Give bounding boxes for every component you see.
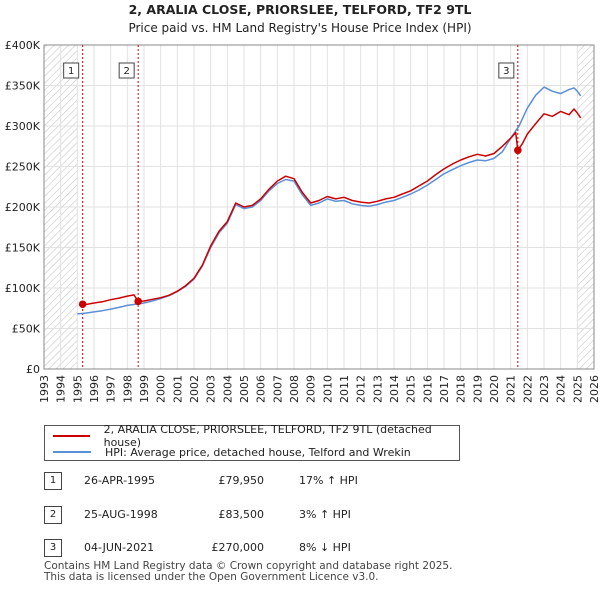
sale-number-badge: 2: [44, 506, 62, 524]
x-tick-label: 2015: [405, 375, 418, 403]
x-tick-label: 2019: [471, 375, 484, 403]
x-tick-label: 2026: [588, 375, 600, 403]
sale-price: £270,000: [211, 541, 265, 554]
x-tick-label: 1995: [71, 375, 84, 403]
x-tick-label: 2003: [205, 375, 218, 403]
legend-label-hpi: HPI: Average price, detached house, Telf…: [105, 445, 411, 459]
x-tick-label: 2006: [255, 375, 268, 403]
sale-row: 3 04-JUN-2021 £270,000 8% ↓ HPI: [44, 539, 444, 559]
x-tick-label: 2002: [188, 375, 201, 403]
x-tick-label: 2001: [171, 375, 184, 403]
y-tick-label: £150K: [5, 242, 41, 255]
plot-area: 1993 1994 1995 1996 1997 1998 1999 2000 2001 2002…: [5, 39, 600, 403]
chart-title: 2, ARALIA CLOSE, PRIORSLEE, TELFORD, TF2…: [129, 2, 472, 17]
x-tick-label: 2020: [488, 375, 501, 403]
sale-hpi-diff: 3% ↑ HPI: [299, 508, 351, 521]
sale-label-box: [498, 62, 515, 79]
sale-date: 26-APR-1995: [84, 474, 156, 487]
y-tick-label: £350K: [5, 80, 41, 93]
sale-label-box: [118, 62, 135, 79]
price-chart: 2, ARALIA CLOSE, PRIORSLEE, TELFORD, TF2…: [5, 2, 600, 403]
chart-subtitle: Price paid vs. HM Land Registry's House …: [128, 21, 471, 35]
x-tick-label: 2014: [388, 375, 401, 403]
sale-row: 2 25-AUG-1998 £83,500 3% ↑ HPI: [44, 506, 444, 526]
legend: 2, ARALIA CLOSE, PRIORSLEE, TELFORD, TF2…: [44, 423, 460, 461]
legend-swatch-blue: [53, 451, 91, 453]
x-tick-label: 2016: [421, 375, 434, 403]
y-tick-label: £200K: [5, 201, 41, 214]
sale-date: 25-AUG-1998: [84, 508, 158, 521]
x-tick-label: 2025: [571, 375, 584, 403]
x-tick-label: 2021: [505, 375, 518, 403]
footer: Contains HM Land Registry data © Crown c…: [44, 561, 452, 583]
y-tick-label: £250K: [5, 161, 41, 174]
y-tick-label: £300K: [5, 120, 41, 133]
x-tick-label: 2012: [355, 375, 368, 403]
y-tick-label: £400K: [5, 39, 41, 52]
sale-label: 2: [123, 66, 129, 77]
x-tick-label: 2022: [521, 375, 534, 403]
legend-swatch-red: [53, 435, 90, 437]
x-tick-label: 1998: [121, 375, 134, 403]
footer-licence: This data is licensed under the Open Gov…: [44, 571, 379, 583]
x-tick-label: 1994: [55, 375, 68, 403]
sale-date: 04-JUN-2021: [84, 541, 155, 554]
sale-point: [78, 300, 87, 309]
legend-label-property: 2, ARALIA CLOSE, PRIORSLEE, TELFORD, TF2…: [103, 423, 432, 449]
y-tick-label: £100K: [5, 282, 41, 295]
sale-row: 1 26-APR-1995 £79,950 17% ↑ HPI: [44, 472, 444, 492]
sale-hpi-diff: 17% ↑ HPI: [299, 474, 358, 487]
x-tick-label: 2017: [438, 375, 451, 403]
x-tick-label: 2018: [455, 375, 468, 403]
x-tick-label: 2000: [155, 375, 168, 403]
x-tick-label: 2011: [338, 375, 351, 403]
sale-label-box: [63, 62, 80, 79]
x-tick-label: 2024: [555, 375, 568, 403]
price-paid-line: [82, 108, 582, 305]
x-tick-label: 1999: [138, 375, 151, 403]
sale-number-badge: 3: [44, 539, 62, 557]
legend-item-hpi: HPI: Average price, detached house, Telf…: [53, 444, 411, 460]
sale-point: [514, 146, 522, 155]
y-tick-label: £50K: [12, 323, 41, 336]
legend-item-property: 2, ARALIA CLOSE, PRIORSLEE, TELFORD, TF2…: [53, 423, 459, 449]
x-tick-label: 2013: [371, 375, 384, 403]
footer-copyright: Contains HM Land Registry data © Crown c…: [44, 560, 453, 572]
x-tick-label: 2009: [305, 375, 318, 403]
x-tick-label: 2008: [288, 375, 301, 403]
sale-price: £83,500: [218, 508, 265, 521]
x-tick-label: 1997: [105, 375, 118, 403]
x-tick-label: 1993: [38, 375, 51, 403]
x-tick-label: 2023: [538, 375, 551, 403]
sale-price: £79,950: [218, 474, 265, 487]
x-tick-label: 2004: [221, 375, 234, 403]
sale-label: 3: [503, 66, 509, 77]
sale-hpi-diff: 8% ↓ HPI: [299, 541, 351, 554]
plot-border: [43, 44, 595, 370]
x-tick-label: 2007: [271, 375, 284, 403]
x-tick-label: 2005: [238, 375, 251, 403]
sale-label: 1: [68, 66, 74, 77]
sale-number-badge: 1: [44, 472, 62, 490]
y-tick-label: £0: [26, 363, 40, 376]
sale-point: [134, 297, 142, 306]
x-tick-label: 2010: [321, 375, 334, 403]
x-tick-label: 1996: [88, 375, 101, 403]
